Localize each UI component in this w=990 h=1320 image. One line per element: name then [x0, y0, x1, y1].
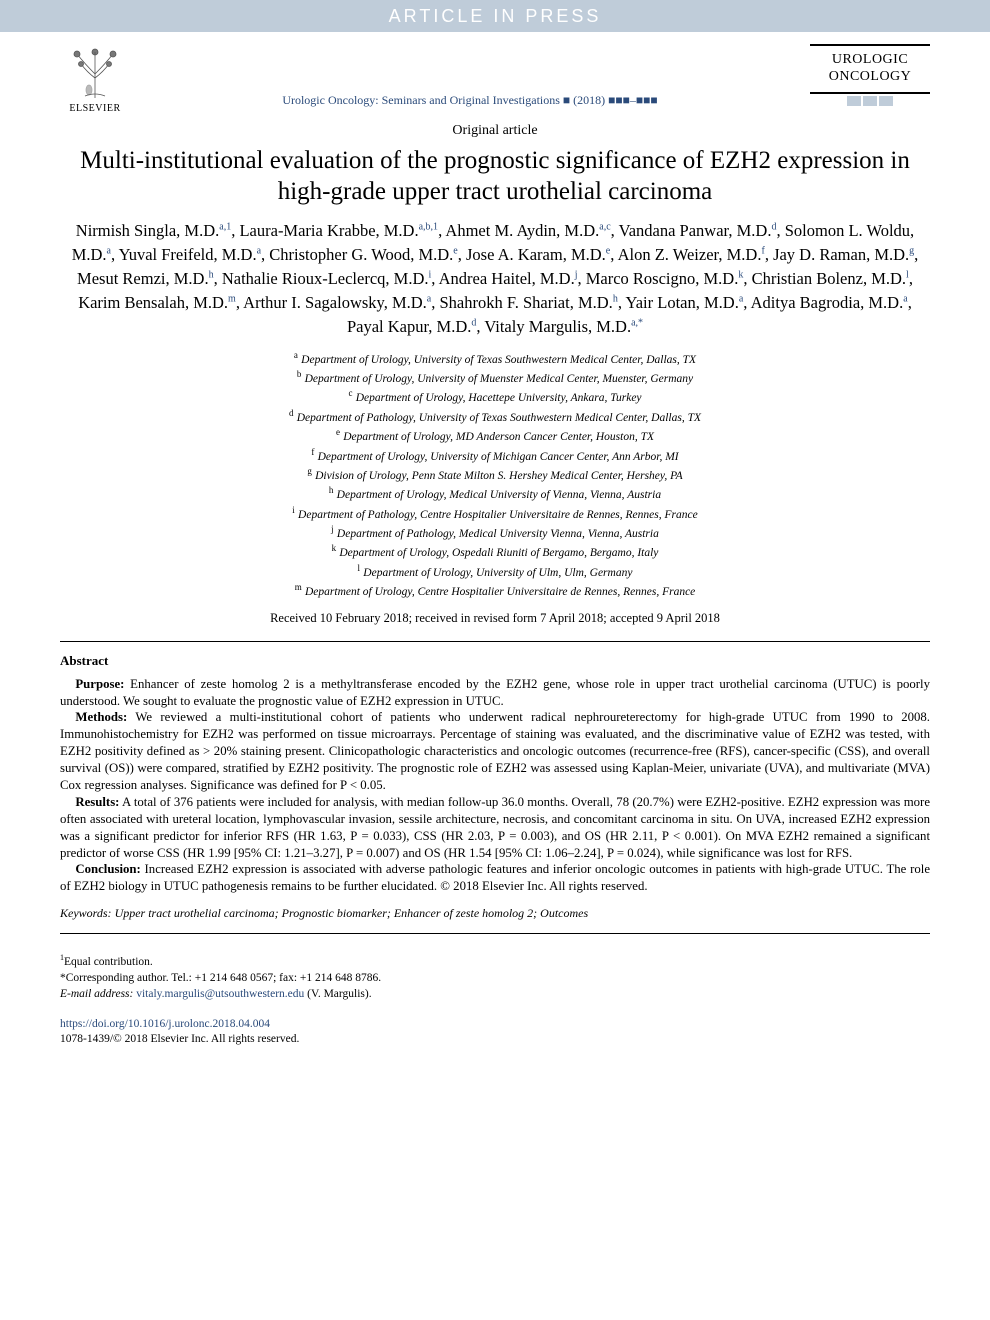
author: Christopher G. Wood, M.D.e — [269, 245, 457, 264]
author: Jose A. Karam, M.D.e — [466, 245, 610, 264]
abstract-purpose: Purpose: Enhancer of zeste homolog 2 is … — [60, 676, 930, 710]
author: Yair Lotan, M.D.a — [625, 293, 743, 312]
affiliation: b Department of Urology, University of M… — [60, 368, 930, 387]
author: Laura-Maria Krabbe, M.D.a,b,1 — [239, 221, 438, 240]
affiliation: a Department of Urology, University of T… — [60, 349, 930, 368]
author: Ahmet M. Aydin, M.D.a,c — [445, 221, 610, 240]
journal-title-box: UROLOGIC ONCOLOGY — [810, 44, 930, 106]
doi-link: https://doi.org/10.1016/j.urolonc.2018.0… — [60, 1017, 930, 1033]
publisher-logo: ELSEVIER — [60, 44, 130, 116]
author: Jay D. Raman, M.D.g — [773, 245, 914, 264]
affiliation: g Division of Urology, Penn State Milton… — [60, 465, 930, 484]
watermark-text: ARTICLE IN PRESS — [389, 6, 602, 26]
journal-name-line1: UROLOGIC — [810, 52, 930, 69]
article-dates: Received 10 February 2018; received in r… — [60, 610, 930, 627]
author: Marco Roscigno, M.D.k — [586, 269, 744, 288]
header-row: ELSEVIER Urologic Oncology: Seminars and… — [60, 44, 930, 116]
author-list: Nirmish Singla, M.D.a,1, Laura-Maria Kra… — [60, 219, 930, 339]
affiliation: i Department of Pathology, Centre Hospit… — [60, 504, 930, 523]
affiliation: h Department of Urology, Medical Univers… — [60, 484, 930, 503]
abstract-results: Results: A total of 376 patients were in… — [60, 794, 930, 862]
author: Nirmish Singla, M.D.a,1 — [76, 221, 231, 240]
footnote-equal-contribution: 1Equal contribution. — [60, 952, 930, 970]
author: Payal Kapur, M.D.d — [347, 317, 476, 336]
author: Shahrokh F. Shariat, M.D.h — [440, 293, 618, 312]
article-type: Original article — [60, 122, 930, 141]
divider — [60, 641, 930, 642]
author: Nathalie Rioux-Leclercq, M.D.i — [222, 269, 431, 288]
elsevier-tree-icon — [67, 44, 123, 100]
issn-copyright: 1078-1439/© 2018 Elsevier Inc. All right… — [60, 1032, 930, 1048]
author: Arthur I. Sagalowsky, M.D.a — [243, 293, 431, 312]
publisher-name: ELSEVIER — [69, 102, 120, 116]
author: Mesut Remzi, M.D.h — [77, 269, 214, 288]
divider — [60, 933, 930, 934]
abstract-conclusion: Conclusion: Increased EZH2 expression is… — [60, 861, 930, 895]
author: Alon Z. Weizer, M.D.f — [618, 245, 765, 264]
abstract-heading: Abstract — [60, 652, 930, 670]
affiliation: l Department of Urology, University of U… — [60, 562, 930, 581]
affiliation: j Department of Pathology, Medical Unive… — [60, 523, 930, 542]
abstract-methods: Methods: We reviewed a multi-institution… — [60, 709, 930, 793]
journal-name-line2: ONCOLOGY — [810, 69, 930, 86]
affiliation: k Department of Urology, Ospedali Riunit… — [60, 542, 930, 561]
keywords-label: Keywords: — [60, 906, 112, 920]
doi-url[interactable]: https://doi.org/10.1016/j.urolonc.2018.0… — [60, 1018, 270, 1030]
footnote-email: E-mail address: vitaly.margulis@utsouthw… — [60, 986, 930, 1002]
journal-cover-placeholder — [810, 96, 930, 106]
footnotes: 1Equal contribution. *Corresponding auth… — [60, 952, 930, 1002]
article-in-press-banner: ARTICLE IN PRESS — [0, 0, 990, 32]
affiliation-list: a Department of Urology, University of T… — [60, 349, 930, 600]
affiliation: m Department of Urology, Centre Hospital… — [60, 581, 930, 600]
affiliation: f Department of Urology, University of M… — [60, 446, 930, 465]
affiliation: e Department of Urology, MD Anderson Can… — [60, 426, 930, 445]
author: Andrea Haitel, M.D.j — [439, 269, 578, 288]
author: Vitaly Margulis, M.D.a,* — [484, 317, 643, 336]
footnote-corresponding: *Corresponding author. Tel.: +1 214 648 … — [60, 970, 930, 986]
affiliation: d Department of Pathology, University of… — [60, 407, 930, 426]
article-title: Multi-institutional evaluation of the pr… — [80, 145, 910, 208]
author: Yuval Freifeld, M.D.a — [119, 245, 261, 264]
affiliation: c Department of Urology, Hacettepe Unive… — [60, 387, 930, 406]
corresponding-email-link[interactable]: vitaly.margulis@utsouthwestern.edu — [136, 988, 304, 1000]
author: Aditya Bagrodia, M.D.a — [751, 293, 908, 312]
journal-reference: Urologic Oncology: Seminars and Original… — [130, 92, 810, 116]
author: Christian Bolenz, M.D.l — [752, 269, 909, 288]
keywords-text: Upper tract urothelial carcinoma; Progno… — [115, 906, 589, 920]
author: Karim Bensalah, M.D.m — [78, 293, 236, 312]
author: Vandana Panwar, M.D.d — [619, 221, 777, 240]
abstract-body: Purpose: Enhancer of zeste homolog 2 is … — [60, 676, 930, 896]
keywords: Keywords: Upper tract urothelial carcino… — [60, 905, 930, 921]
